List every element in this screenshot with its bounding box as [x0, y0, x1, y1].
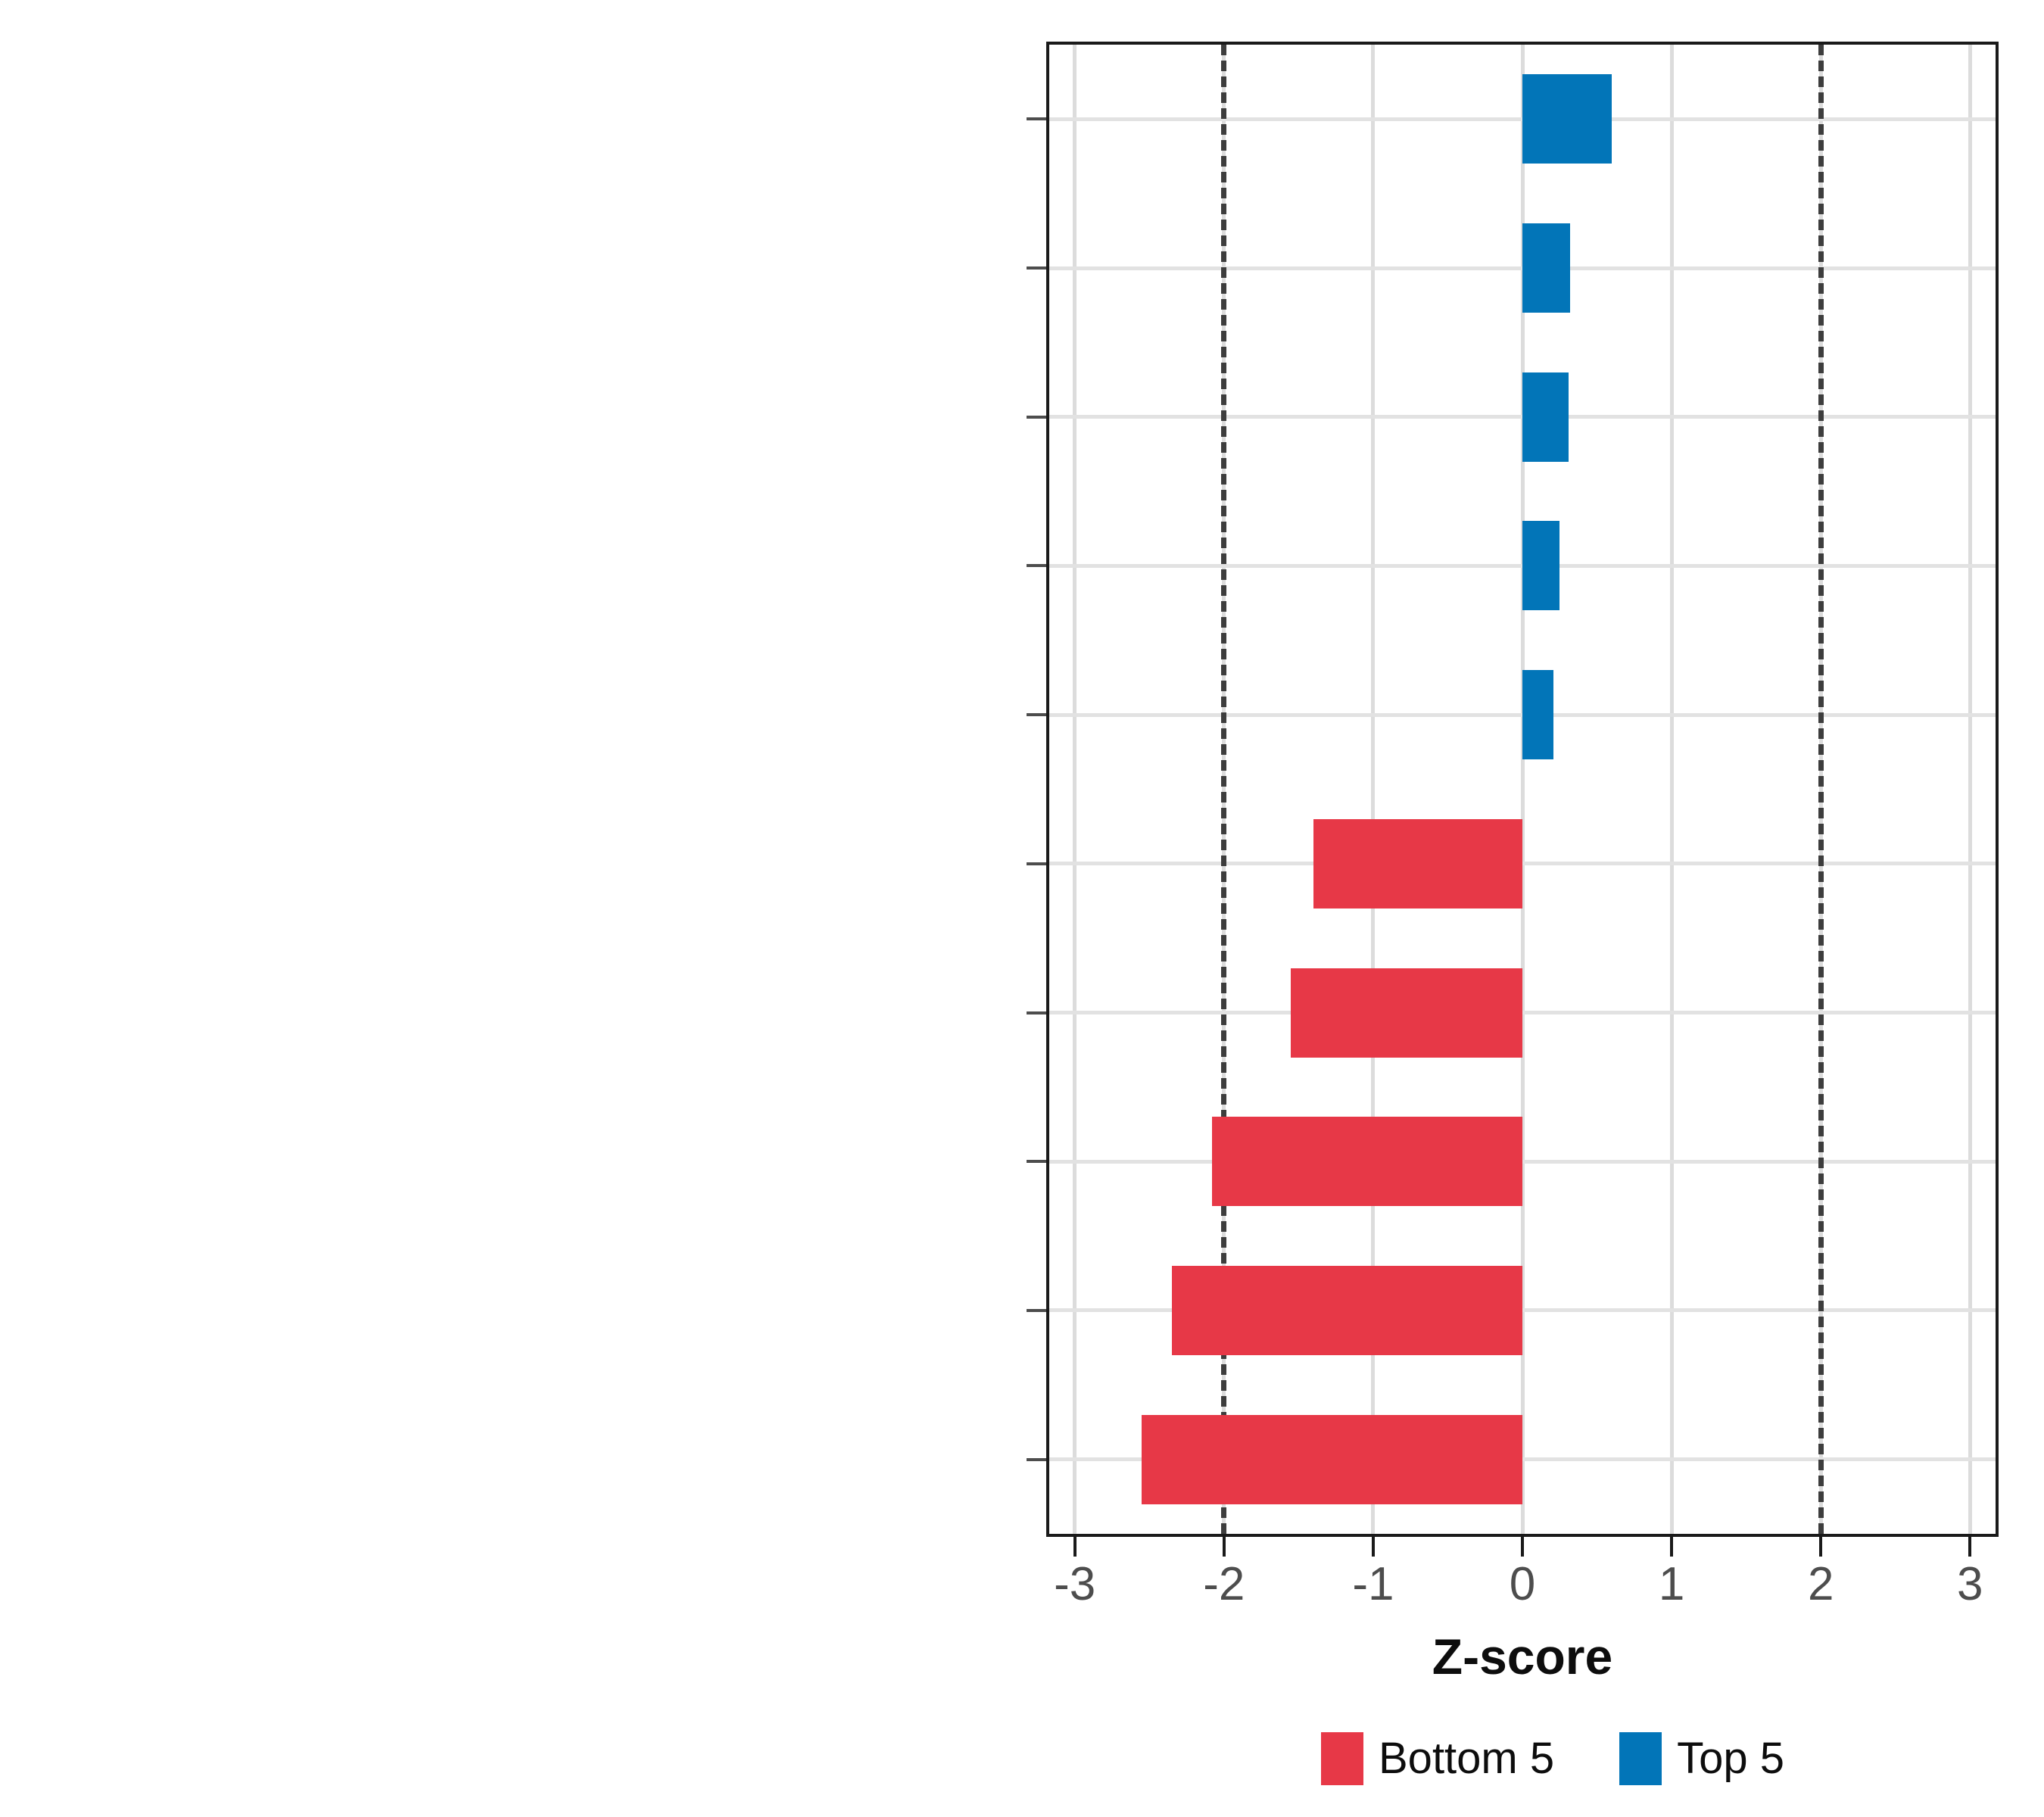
x-axis-tick-label: 0 [1509, 1558, 1536, 1610]
y-axis-tick-mark [1027, 1160, 1046, 1164]
x-axis-tick-mark [1968, 1537, 1972, 1557]
legend-label: Bottom 5 [1379, 1734, 1555, 1783]
y-axis-tick-mark [1027, 415, 1046, 419]
y-axis-tick-mark [1027, 266, 1046, 270]
x-axis-tick-mark [1521, 1537, 1524, 1557]
bar[interactable] [1171, 1265, 1522, 1355]
gridline-vertical [1669, 45, 1674, 1534]
plot-panel [1046, 42, 1999, 1537]
x-axis-tick-label: 3 [1957, 1558, 1983, 1610]
reference-line [1221, 45, 1227, 1534]
gridline-horizontal [1049, 862, 1996, 866]
gridline-horizontal [1049, 1457, 1996, 1462]
y-axis-tick-mark [1027, 117, 1046, 121]
y-axis-tick-mark [1027, 1457, 1046, 1461]
gridline-horizontal [1049, 1308, 1996, 1313]
gridline-vertical [1371, 45, 1376, 1534]
bar[interactable] [1291, 968, 1522, 1058]
bar[interactable] [1212, 1117, 1522, 1207]
y-axis-tick-mark [1027, 713, 1046, 717]
legend-item[interactable]: Bottom 5 [1321, 1732, 1554, 1785]
y-axis-tick-mark [1027, 862, 1046, 865]
x-axis-title: Z-score [1432, 1628, 1613, 1685]
bar[interactable] [1522, 74, 1612, 164]
legend-swatch-icon [1321, 1732, 1363, 1785]
bar[interactable] [1522, 521, 1560, 611]
legend-item[interactable]: Top 5 [1619, 1732, 1784, 1785]
x-axis-tick-label: -1 [1352, 1558, 1394, 1610]
x-axis-tick-mark [1222, 1537, 1226, 1557]
gridline-horizontal [1049, 1159, 1996, 1164]
bar[interactable] [1313, 818, 1522, 908]
bar[interactable] [1142, 1414, 1522, 1504]
x-axis-tick-label: 1 [1658, 1558, 1685, 1610]
gridline-horizontal [1049, 1011, 1996, 1015]
x-axis-tick-mark [1073, 1537, 1077, 1557]
x-axis-tick-label: 2 [1807, 1558, 1834, 1610]
legend: Bottom 5 Top 5 [1321, 1732, 1784, 1785]
x-axis-tick-label: -3 [1054, 1558, 1096, 1610]
x-axis-tick-mark [1371, 1537, 1375, 1557]
x-axis-tick-mark [1819, 1537, 1823, 1557]
legend-swatch-icon [1619, 1732, 1662, 1785]
bar[interactable] [1522, 670, 1554, 760]
gridline-vertical [1073, 45, 1077, 1534]
gridline-vertical [1968, 45, 1972, 1534]
x-axis-tick-label: -2 [1203, 1558, 1245, 1610]
bar[interactable] [1522, 223, 1571, 313]
reference-line [1818, 45, 1824, 1534]
legend-label: Top 5 [1677, 1734, 1785, 1783]
x-axis-tick-mark [1670, 1537, 1674, 1557]
bar[interactable] [1522, 372, 1569, 462]
gridline-vertical [1520, 45, 1525, 1534]
y-axis-tick-mark [1027, 564, 1046, 568]
y-axis-tick-mark [1027, 1011, 1046, 1014]
y-axis-tick-mark [1027, 1308, 1046, 1312]
